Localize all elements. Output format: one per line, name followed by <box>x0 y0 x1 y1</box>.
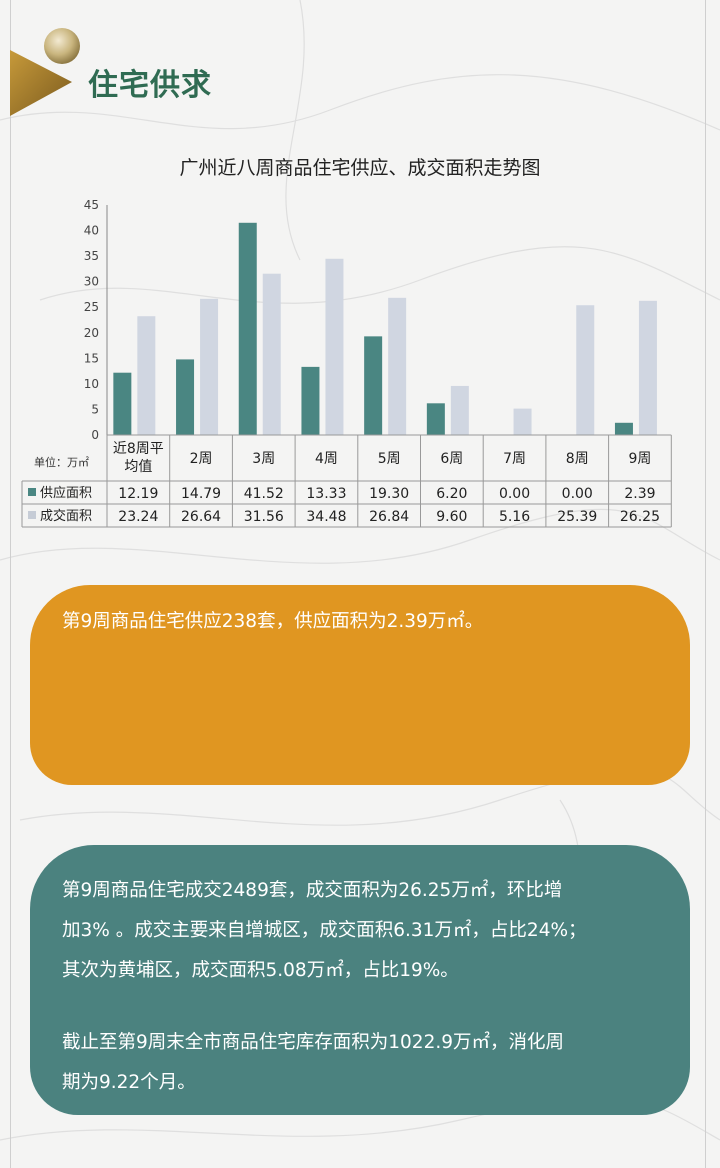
data-label: 34.48 <box>306 509 346 525</box>
data-label: 12.19 <box>118 486 158 502</box>
data-label: 5.16 <box>499 509 530 525</box>
deal-text-line-3: 其次为黄埔区，成交面积5.08万㎡，占比19%。 <box>62 960 459 981</box>
chart-title: 广州近八周商品住宅供应、成交面积走势图 <box>179 157 541 179</box>
data-label: 14.79 <box>181 486 221 502</box>
deal-card: 第9周商品住宅成交2489套，成交面积为26.25万㎡，环比增 加3% 。成交主… <box>30 845 690 1115</box>
y-tick-label: 35 <box>84 249 99 263</box>
deal-bar-3 <box>325 258 344 435</box>
y-tick-label: 15 <box>84 351 99 365</box>
y-tick-label: 45 <box>84 198 99 212</box>
supply-bar-3 <box>301 366 320 435</box>
section-title: 住宅供求 <box>88 68 212 103</box>
y-tick-label: 20 <box>84 326 99 340</box>
y-tick-label: 5 <box>91 402 99 416</box>
bars <box>113 222 657 435</box>
frame-line-left <box>10 0 11 1168</box>
data-label: 26.64 <box>181 509 221 525</box>
supply-card: 第9周商品住宅供应238套，供应面积为2.39万㎡。 <box>30 585 690 785</box>
deal-bar-0 <box>137 316 156 435</box>
deal-bar-8 <box>638 300 657 435</box>
category-label: 近8周平 <box>113 441 164 457</box>
y-axis: 0 5 10 15 20 25 30 35 40 45 <box>84 198 108 442</box>
deal-bar-2 <box>262 273 281 435</box>
category-label: 4周 <box>315 451 338 467</box>
data-label: 2.39 <box>624 486 655 502</box>
deal-bar-7 <box>576 305 595 435</box>
y-tick-label: 10 <box>84 377 99 391</box>
category-label: 8周 <box>566 451 589 467</box>
supply-bar-8 <box>614 422 633 435</box>
data-label: 13.33 <box>306 486 346 502</box>
data-label: 19.30 <box>369 486 409 502</box>
data-label: 25.39 <box>557 509 597 525</box>
category-label: 5周 <box>378 451 401 467</box>
category-label: 2周 <box>190 451 213 467</box>
supply-bar-5 <box>426 403 445 435</box>
supply-bar-0 <box>113 372 132 435</box>
deal-bar-6 <box>513 408 532 435</box>
category-label: 9周 <box>628 451 651 467</box>
supply-bar-2 <box>238 222 257 435</box>
supply-bar-4 <box>364 336 383 435</box>
frame-line-right <box>705 0 706 1168</box>
supply-text: 第9周商品住宅供应238套，供应面积为2.39万㎡。 <box>62 611 484 632</box>
data-label: 26.25 <box>620 509 660 525</box>
deal-bar-5 <box>450 385 469 435</box>
data-label: 0.00 <box>499 486 530 502</box>
category-label: 均值 <box>124 459 152 475</box>
deal-text-line-2: 加3% 。成交主要来自增城区，成交面积6.31万㎡，占比24%； <box>62 920 587 941</box>
series-name: 供应面积 <box>40 485 92 501</box>
legend-swatch <box>28 511 36 519</box>
deal-text-line-5: 期为9.22个月。 <box>62 1072 196 1093</box>
legend-swatch <box>28 488 36 496</box>
deal-text-line-4: 截止至第9周末全市商品住宅库存面积为1022.9万㎡，消化周 <box>62 1032 565 1053</box>
data-label: 31.56 <box>244 509 284 525</box>
unit-label: 单位：万㎡ <box>34 455 89 469</box>
y-tick-label: 0 <box>91 428 99 442</box>
data-label: 23.24 <box>118 509 158 525</box>
data-label: 26.84 <box>369 509 409 525</box>
data-label: 6.20 <box>436 486 467 502</box>
category-label: 3周 <box>252 451 275 467</box>
category-label: 7周 <box>503 451 526 467</box>
data-label: 9.60 <box>436 509 467 525</box>
section-badge-icon <box>10 28 80 116</box>
deal-bar-1 <box>200 298 219 435</box>
y-tick-label: 40 <box>84 224 99 238</box>
category-label: 6周 <box>440 451 463 467</box>
deal-text-line-1: 第9周商品住宅成交2489套，成交面积为26.25万㎡，环比增 <box>62 880 563 901</box>
supply-bar-1 <box>176 359 195 435</box>
series-name: 成交面积 <box>40 508 92 524</box>
data-label: 41.52 <box>244 486 284 502</box>
y-tick-label: 25 <box>84 300 99 314</box>
deal-bar-4 <box>388 297 407 435</box>
data-label: 0.00 <box>562 486 593 502</box>
y-tick-label: 30 <box>84 275 99 289</box>
